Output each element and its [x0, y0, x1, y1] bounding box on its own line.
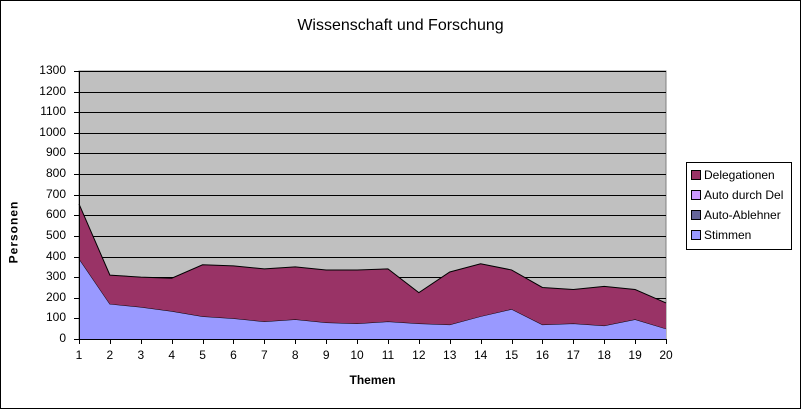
x-tick-label: 10: [350, 348, 364, 362]
chart-title: Wissenschaft und Forschung: [297, 17, 504, 34]
y-tick-label: 1300: [39, 63, 66, 77]
y-tick-label: 1000: [39, 124, 66, 139]
x-tick-label: 14: [473, 348, 488, 362]
y-tick-label: 200: [45, 289, 66, 304]
y-tick-label: 0: [59, 331, 66, 345]
legend-swatch-icon: [691, 190, 701, 200]
x-tick-label: 9: [322, 348, 330, 362]
x-tick-label: 15: [504, 348, 519, 362]
x-tick-label: 20: [659, 348, 673, 362]
y-tick-label: 400: [45, 248, 66, 263]
legend-item-stimmen: Stimmen: [691, 227, 751, 243]
legend-item-auto-durch-del: Auto durch Del: [691, 187, 783, 203]
x-tick-label: 18: [597, 348, 611, 362]
x-tick-label: 2: [106, 348, 114, 362]
legend-swatch-icon: [691, 230, 701, 240]
area-stimmen: [79, 258, 666, 339]
x-tick-label: 13: [443, 348, 457, 362]
y-tick-label: 700: [45, 186, 66, 201]
y-tick-label: 100: [45, 310, 66, 325]
legend-swatch-icon: [691, 210, 701, 220]
legend-label: Stimmen: [704, 228, 752, 242]
x-tick-label: 17: [566, 348, 580, 362]
x-tick-label: 16: [535, 348, 550, 362]
x-tick-label: 1: [75, 348, 83, 362]
x-tick-label: 3: [137, 348, 145, 362]
legend-label: Auto durch Del: [704, 188, 784, 202]
x-tick-label: 8: [291, 348, 299, 362]
y-tick-label: 600: [45, 207, 66, 222]
x-tick-label: 4: [168, 348, 176, 362]
y-tick-label: 500: [45, 227, 66, 242]
legend-swatch-icon: [691, 170, 701, 180]
legend-label: Auto-Ablehner: [704, 208, 781, 222]
x-tick-label: 11: [381, 348, 395, 362]
legend-label: Delegationen: [704, 168, 775, 182]
y-tick-label: 900: [45, 145, 66, 160]
y-axis-label: Personen: [6, 200, 21, 264]
y-tick-label: 300: [45, 269, 66, 284]
y-tick-label: 1200: [39, 83, 66, 98]
legend: Delegationen Auto durch Del Auto-Ablehne…: [686, 162, 792, 250]
legend-item-auto-ablehner: Auto-Ablehner: [691, 207, 781, 223]
x-tick-label: 19: [628, 348, 642, 362]
y-tick-label: 800: [45, 166, 66, 181]
y-axis-label-box: Personen: [6, 190, 48, 280]
x-tick-label: 5: [199, 348, 206, 362]
y-tick-label: 1100: [40, 104, 66, 119]
x-axis-label: Themen: [349, 373, 396, 387]
x-tick-label: 7: [261, 348, 268, 362]
x-tick-label: 6: [230, 348, 237, 362]
x-tick-label: 12: [412, 348, 426, 362]
legend-item-delegationen: Delegationen: [691, 167, 775, 183]
area-delegationen: [79, 203, 666, 329]
